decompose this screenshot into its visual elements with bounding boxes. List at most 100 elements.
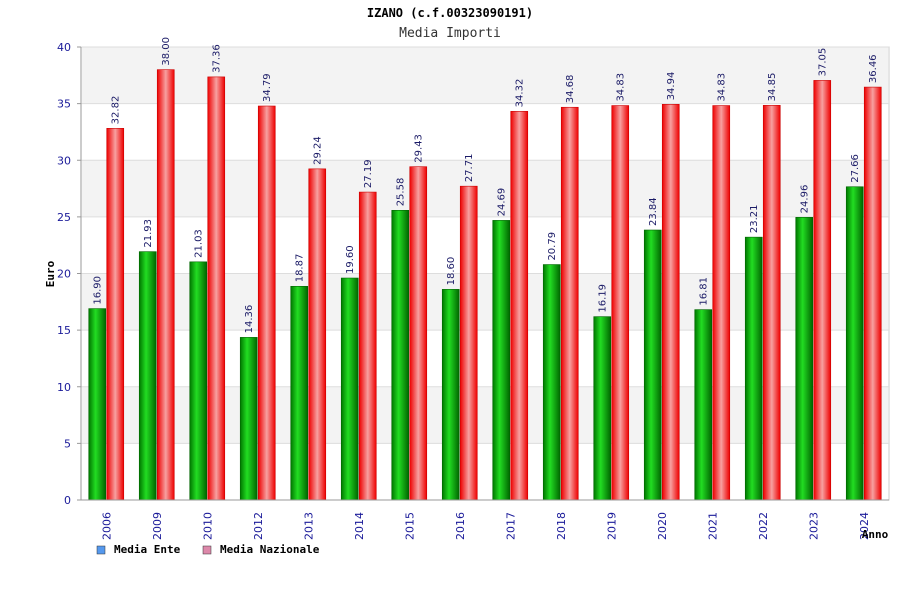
y-tick-label: 10 bbox=[57, 381, 71, 394]
legend-label-media-ente: Media Ente bbox=[114, 543, 181, 556]
x-tick-label: 2017 bbox=[504, 512, 517, 540]
value-label-media-ente: 16.81 bbox=[698, 277, 709, 306]
bar-media-nazionale bbox=[156, 69, 175, 501]
y-tick-label: 35 bbox=[57, 98, 71, 111]
y-tick-label: 0 bbox=[64, 494, 71, 507]
value-label-media-ente: 16.19 bbox=[597, 284, 608, 313]
bar-media-ente bbox=[340, 277, 359, 501]
x-axis-label: Anno bbox=[862, 528, 889, 541]
bar-media-ente bbox=[845, 186, 864, 501]
value-label-media-nazionale: 29.24 bbox=[312, 136, 323, 165]
value-label-media-nazionale: 34.83 bbox=[716, 73, 727, 102]
bar-media-nazionale bbox=[762, 105, 781, 501]
x-tick-label: 2019 bbox=[605, 512, 618, 540]
chart-title: IZANO (c.f.00323090191) bbox=[367, 6, 533, 20]
value-label-media-nazionale: 38.00 bbox=[161, 37, 172, 66]
bar-media-ente bbox=[542, 264, 561, 501]
bar-media-nazionale bbox=[106, 128, 125, 501]
y-axis: 0 5 10 15 20 25 30 35 40 bbox=[57, 41, 82, 507]
bar-media-nazionale bbox=[510, 111, 529, 501]
value-label-media-nazionale: 32.82 bbox=[110, 96, 121, 125]
x-tick-label: 2024 bbox=[858, 512, 871, 540]
value-label-media-nazionale: 27.19 bbox=[363, 159, 374, 188]
y-tick-label: 40 bbox=[57, 41, 71, 54]
x-tick-label: 2006 bbox=[100, 512, 113, 540]
bar-media-ente bbox=[88, 308, 107, 501]
bar-media-nazionale bbox=[459, 185, 478, 501]
bars: 16.90 32.82 21.93 38.00 21.03 37.36 14.36 34.79… bbox=[88, 37, 882, 501]
bar-media-ente bbox=[643, 229, 662, 501]
value-label-media-ente: 20.79 bbox=[547, 232, 558, 261]
y-tick-label: 20 bbox=[57, 268, 71, 281]
y-tick-label: 5 bbox=[64, 437, 71, 450]
value-label-media-ente: 14.36 bbox=[244, 305, 255, 334]
value-label-media-ente: 27.66 bbox=[850, 154, 861, 183]
value-label-media-nazionale: 36.46 bbox=[868, 54, 879, 83]
x-tick-label: 2010 bbox=[201, 512, 214, 540]
value-label-media-nazionale: 34.79 bbox=[262, 73, 273, 102]
value-label-media-nazionale: 29.43 bbox=[413, 134, 424, 163]
bar-media-nazionale bbox=[308, 168, 327, 501]
bar-media-ente bbox=[744, 236, 763, 501]
x-tick-label: 2016 bbox=[454, 512, 467, 540]
x-tick-label: 2014 bbox=[353, 512, 366, 540]
y-tick-label: 30 bbox=[57, 154, 71, 167]
value-label-media-nazionale: 27.71 bbox=[464, 154, 475, 183]
bar-media-nazionale bbox=[257, 105, 276, 501]
x-tick-label: 2020 bbox=[656, 512, 669, 540]
legend-label-media-nazionale: Media Nazionale bbox=[220, 543, 320, 556]
bar-media-ente bbox=[290, 285, 309, 501]
bar-media-nazionale bbox=[207, 76, 226, 501]
y-axis-label: Euro bbox=[44, 260, 57, 287]
x-tick-label: 2023 bbox=[807, 512, 820, 540]
value-label-media-ente: 21.93 bbox=[143, 219, 154, 248]
legend-swatch-media-ente bbox=[96, 545, 106, 555]
value-label-media-nazionale: 37.05 bbox=[817, 48, 828, 77]
x-axis: 2006 2009 2010 2012 2013 2014 2015 2016 2017 2018… bbox=[81, 499, 889, 540]
value-label-media-nazionale: 34.68 bbox=[565, 75, 576, 104]
legend-swatch-media-nazionale bbox=[202, 545, 212, 555]
bar-media-nazionale bbox=[611, 105, 630, 501]
x-tick-label: 2021 bbox=[706, 512, 719, 540]
x-tick-label: 2009 bbox=[151, 512, 164, 540]
value-label-media-ente: 24.96 bbox=[799, 185, 810, 214]
bar-media-ente bbox=[391, 210, 410, 501]
value-label-media-nazionale: 37.36 bbox=[211, 44, 222, 73]
value-label-media-ente: 18.60 bbox=[446, 257, 457, 286]
value-label-media-ente: 23.21 bbox=[749, 205, 760, 234]
x-tick-label: 2022 bbox=[757, 512, 770, 540]
bar-media-ente bbox=[138, 251, 157, 501]
bar-media-nazionale bbox=[661, 104, 680, 501]
bar-media-nazionale bbox=[358, 191, 377, 501]
value-label-media-ente: 16.90 bbox=[92, 276, 103, 305]
x-tick-label: 2015 bbox=[403, 512, 416, 540]
value-label-media-nazionale: 34.83 bbox=[615, 73, 626, 102]
bar-media-ente bbox=[694, 309, 713, 501]
bar-media-nazionale bbox=[560, 106, 579, 501]
x-tick-label: 2018 bbox=[555, 512, 568, 540]
value-label-media-ente: 23.84 bbox=[648, 197, 659, 226]
value-label-media-ente: 24.69 bbox=[496, 188, 507, 217]
bar-media-ente bbox=[492, 220, 511, 501]
bar-media-ente bbox=[189, 261, 208, 501]
y-tick-label: 25 bbox=[57, 211, 71, 224]
legend: Media Ente Media Nazionale bbox=[96, 543, 320, 556]
bar-media-nazionale bbox=[712, 105, 731, 501]
bar-media-nazionale bbox=[863, 86, 882, 501]
value-label-media-ente: 21.03 bbox=[193, 229, 204, 258]
value-label-media-nazionale: 34.85 bbox=[767, 73, 778, 102]
bar-media-ente bbox=[441, 289, 460, 501]
value-label-media-ente: 25.58 bbox=[395, 178, 406, 207]
value-label-media-nazionale: 34.94 bbox=[666, 72, 677, 101]
bar-media-ente bbox=[593, 316, 612, 501]
value-label-media-ente: 18.87 bbox=[294, 254, 305, 283]
bar-media-ente bbox=[795, 217, 814, 501]
bar-media-nazionale bbox=[813, 80, 832, 501]
x-tick-label: 2012 bbox=[252, 512, 265, 540]
bar-media-nazionale bbox=[409, 166, 428, 501]
value-label-media-ente: 19.60 bbox=[345, 245, 356, 274]
bar-media-ente bbox=[239, 337, 258, 501]
value-label-media-nazionale: 34.32 bbox=[514, 79, 525, 108]
y-tick-label: 15 bbox=[57, 324, 71, 337]
